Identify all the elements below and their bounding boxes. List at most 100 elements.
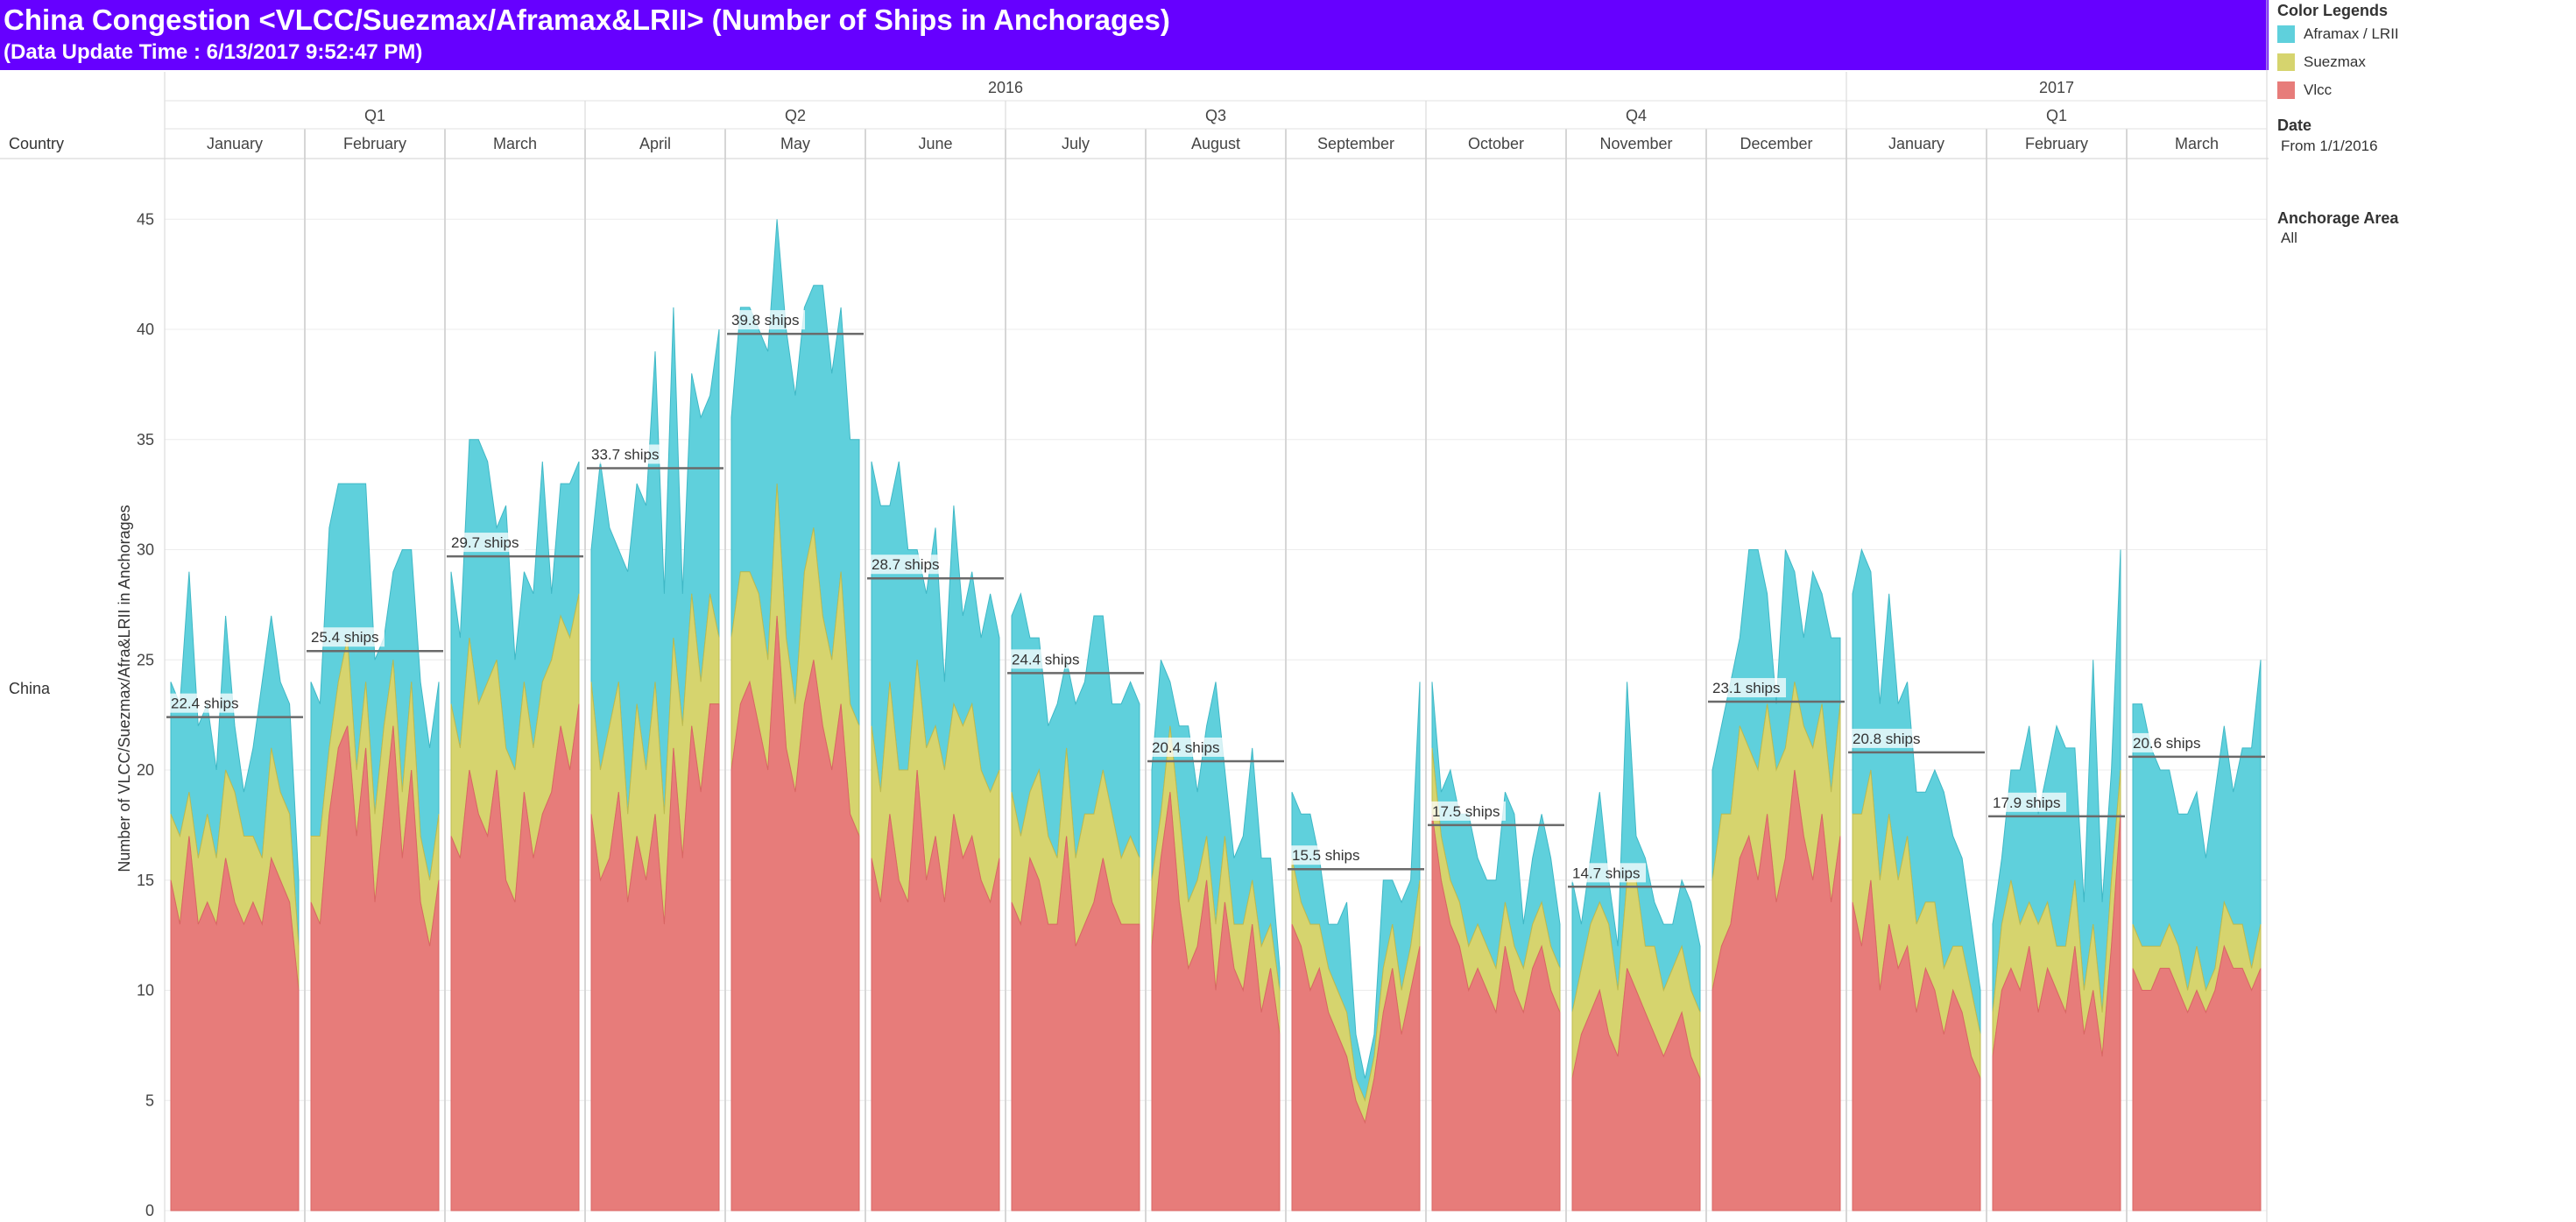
average-label: 17.5 ships <box>1432 803 1500 820</box>
month-header: March <box>493 135 537 152</box>
month-panel <box>1711 549 1841 1211</box>
average-label-bg <box>1290 845 1366 865</box>
average-label: 14.7 ships <box>1572 865 1641 881</box>
area-vlcc <box>590 703 720 1211</box>
y-tick-label: 45 <box>137 210 154 228</box>
legend-item-aframax[interactable]: Aframax / LRII <box>2277 24 2399 45</box>
y-tick-label: 35 <box>137 431 154 449</box>
average-label: 39.8 ships <box>731 312 800 328</box>
month-panel <box>2132 660 2262 1211</box>
year-header: 2016 <box>988 79 1023 96</box>
average-label: 25.4 ships <box>311 629 379 646</box>
area-vlcc <box>1151 792 1281 1211</box>
anchorage-area-value[interactable]: All <box>2281 230 2297 246</box>
month-header: March <box>2175 135 2219 152</box>
column-headers: 2016 2017 Q1 Q2 Q3 Q4 Q1 January February March Ap… <box>0 0 2269 1222</box>
average-label: 29.7 ships <box>451 534 519 551</box>
average-label: 20.6 ships <box>2133 735 2201 752</box>
area-vlcc <box>871 769 1000 1211</box>
average-label-bg <box>1851 728 1926 748</box>
average-label: 28.7 ships <box>872 556 940 573</box>
quarter-header: Q1 <box>2046 107 2067 124</box>
y-axis: 0 5 10 15 20 25 30 35 40 45 <box>137 210 154 1219</box>
area-vlcc <box>1992 814 2121 1211</box>
area-vlcc <box>1711 769 1841 1211</box>
title-bar: China Congestion <VLCC/Suezmax/Aframax&L… <box>0 0 2269 70</box>
month-header: August <box>1191 135 1240 152</box>
y-tick-label: 40 <box>137 321 154 338</box>
year-header: 2017 <box>2039 79 2074 96</box>
area-vlcc <box>1431 814 1561 1211</box>
average-label: 20.4 ships <box>1152 739 1220 756</box>
average-label: 20.8 ships <box>1853 731 1921 747</box>
average-label-bg <box>449 533 525 553</box>
month-panel <box>590 307 720 1211</box>
month-header: October <box>1468 135 1524 152</box>
average-lines: 22.4 ships 25.4 ships 29.7 ships 33.7 ships… <box>166 310 2265 888</box>
area-vlcc <box>2132 944 2262 1211</box>
legend-label-suezmax: Suezmax <box>2304 53 2366 70</box>
y-tick-label: 0 <box>145 1202 154 1219</box>
legend-title: Color Legends <box>2277 2 2389 19</box>
area-vlcc <box>730 615 860 1211</box>
row-label-china: China <box>9 680 51 697</box>
average-label: 23.1 ships <box>1712 680 1781 696</box>
month-panel <box>1852 547 1981 1211</box>
y-tick-label: 20 <box>137 761 154 779</box>
average-label: 24.4 ships <box>1012 651 1080 668</box>
area-vlcc <box>1291 923 1421 1211</box>
quarter-header: Q1 <box>364 107 385 124</box>
average-label-bg <box>1430 801 1506 821</box>
month-header: February <box>2025 135 2088 152</box>
month-header: May <box>780 135 810 152</box>
month-header: February <box>343 135 406 152</box>
y-tick-label: 25 <box>137 651 154 668</box>
data-update-time: (Data Update Time : 6/13/2017 9:52:47 PM… <box>4 40 423 64</box>
y-tick-label: 5 <box>145 1091 154 1109</box>
row-header-country: Country <box>9 135 64 152</box>
average-label: 15.5 ships <box>1292 847 1360 864</box>
month-header: June <box>918 135 952 152</box>
month-panel <box>871 461 1000 1211</box>
average-label: 33.7 ships <box>591 446 660 463</box>
area-vlcc <box>450 703 580 1211</box>
month-header: April <box>639 135 671 152</box>
area-vlcc <box>1571 968 1701 1211</box>
month-panel <box>1431 682 1561 1211</box>
month-separators <box>304 129 2128 1222</box>
quarter-header: Q2 <box>785 107 806 124</box>
quarter-header: Q3 <box>1205 107 1226 124</box>
average-label-bg <box>309 627 385 647</box>
legend-item-vlcc[interactable]: Vlcc <box>2277 80 2332 101</box>
page-title: China Congestion <VLCC/Suezmax/Aframax&L… <box>4 4 1170 36</box>
month-header: December <box>1740 135 1812 152</box>
month-header: January <box>207 135 263 152</box>
vlcc-swatch <box>2277 81 2295 99</box>
month-panel <box>730 219 860 1211</box>
month-header: November <box>1599 135 1672 152</box>
area-vlcc <box>1852 879 1981 1211</box>
month-panel <box>1291 682 1421 1211</box>
month-panel <box>450 439 580 1211</box>
y-tick-label: 15 <box>137 872 154 889</box>
area-vlcc <box>310 725 440 1211</box>
average-label-bg <box>1991 792 2066 812</box>
average-label-bg <box>2131 732 2206 752</box>
average-label: 22.4 ships <box>171 696 239 712</box>
average-label-bg <box>169 693 244 713</box>
suezmax-swatch <box>2277 53 2295 71</box>
month-header: January <box>1888 135 1944 152</box>
legend-item-suezmax[interactable]: Suezmax <box>2277 52 2366 73</box>
area-vlcc <box>1011 836 1140 1211</box>
month-panel <box>1011 592 1140 1211</box>
date-filter-title: Date <box>2277 117 2312 134</box>
month-header: September <box>1317 135 1394 152</box>
average-label-bg <box>589 444 665 464</box>
anchorage-area-title: Anchorage Area <box>2277 209 2399 227</box>
average-label-bg <box>1010 649 1085 669</box>
average-label-bg <box>1570 863 1646 883</box>
aframax-swatch <box>2277 25 2295 43</box>
date-filter-value[interactable]: From 1/1/2016 <box>2281 138 2378 154</box>
chart: 22.4 ships 25.4 ships 29.7 ships 33.7 ships… <box>0 0 2269 1222</box>
area-vlcc <box>170 836 300 1211</box>
